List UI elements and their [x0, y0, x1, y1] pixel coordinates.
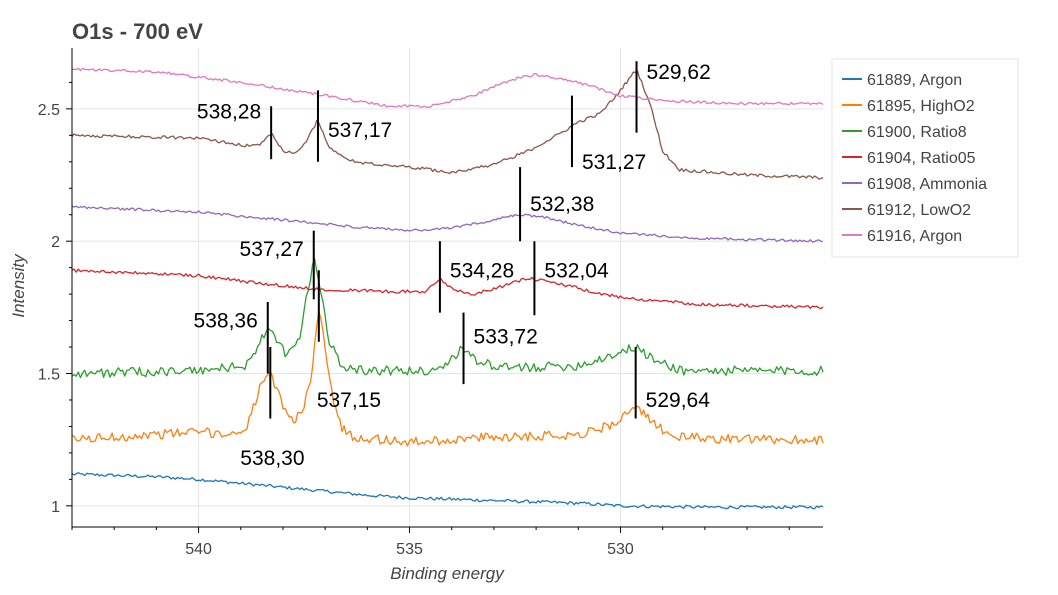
series-line: [71, 258, 824, 379]
y-axis-label: Intensity: [9, 253, 28, 318]
legend-entry: 61908, Ammonia: [867, 176, 987, 193]
x-tick-label: 535: [396, 541, 423, 558]
axes: 540 535 530 1 1.5 2 2.5: [38, 48, 823, 558]
peak-label: 529,62: [647, 61, 711, 84]
series-line: [71, 268, 824, 310]
series-line: [71, 205, 824, 243]
legend-entry: 61916, Argon: [867, 228, 962, 245]
series-lines: [71, 67, 824, 510]
legend: 61889, Argon 61895, HighO2 61900, Ratio8 61…: [831, 58, 1019, 258]
legend-entry: 61904, Ratio05: [867, 150, 976, 167]
x-tick-label: 530: [607, 541, 634, 558]
series-line: [71, 472, 824, 510]
y-tick-label: 1: [51, 499, 60, 516]
x-axis-label: Binding energy: [390, 564, 505, 583]
y-tick-label: 2: [51, 234, 60, 251]
legend-entry: 61912, LowO2: [867, 202, 971, 219]
peak-label: 532,38: [530, 193, 594, 216]
peak-label: 532,04: [544, 259, 609, 282]
peak-label: 537,15: [317, 389, 381, 412]
legend-box: [831, 58, 1019, 258]
peak-annotations: 538,28 537,17 531,27 529,62 532,38 537,27 534,…: [194, 61, 711, 470]
x-tick-label: 540: [185, 541, 212, 558]
peak-label: 531,27: [582, 151, 646, 174]
peak-label: 538,36: [194, 310, 258, 333]
peak-label: 533,72: [474, 325, 538, 348]
peak-label: 534,28: [450, 259, 514, 282]
series-line: [71, 67, 824, 108]
grid-lines: [72, 48, 823, 527]
chart-title: O1s - 700 eV: [72, 19, 203, 44]
peak-label: 538,30: [240, 447, 304, 470]
series-line: [71, 70, 824, 180]
legend-entry: 61900, Ratio8: [867, 124, 967, 141]
legend-entry: 61889, Argon: [867, 72, 962, 89]
peak-label: 529,64: [646, 389, 711, 412]
y-tick-label: 1.5: [38, 367, 60, 384]
peak-label: 538,28: [197, 101, 261, 124]
peak-label: 537,27: [240, 238, 304, 261]
series-line: [71, 310, 824, 447]
y-tick-label: 2.5: [38, 102, 60, 119]
peak-label: 537,17: [328, 119, 392, 142]
legend-entry: 61895, HighO2: [867, 98, 975, 115]
